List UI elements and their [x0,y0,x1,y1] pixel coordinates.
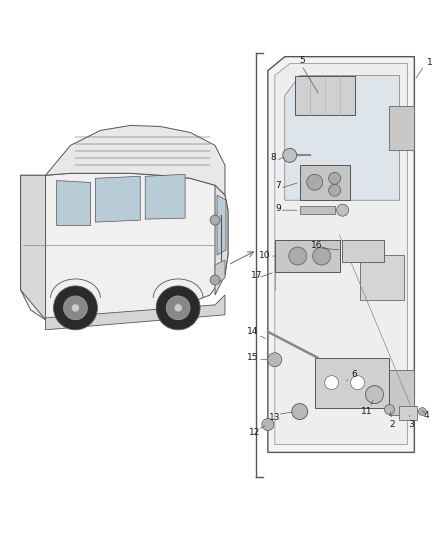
Text: 16: 16 [311,240,322,249]
Circle shape [210,215,220,225]
Polygon shape [275,240,339,272]
Circle shape [337,204,349,216]
Polygon shape [275,63,407,445]
Text: 6: 6 [352,370,357,379]
Circle shape [156,286,200,330]
Polygon shape [314,358,389,408]
Text: 11: 11 [361,407,372,416]
Text: 7: 7 [275,181,281,190]
Polygon shape [217,195,226,255]
Polygon shape [389,370,414,415]
Polygon shape [389,106,414,150]
Circle shape [313,247,331,265]
Text: 1: 1 [427,58,432,67]
Circle shape [53,286,97,330]
Circle shape [418,408,426,416]
Circle shape [71,304,79,312]
Circle shape [174,304,182,312]
Text: 2: 2 [390,420,395,429]
Text: 13: 13 [269,413,281,422]
Circle shape [262,418,274,431]
Text: 3: 3 [409,420,414,429]
Circle shape [328,184,341,196]
Circle shape [307,174,323,190]
Text: 5: 5 [299,56,304,65]
Text: 9: 9 [275,204,281,213]
Text: 10: 10 [259,251,271,260]
Circle shape [210,275,220,285]
Circle shape [64,296,88,320]
Circle shape [283,148,297,163]
Polygon shape [56,180,90,225]
Text: 14: 14 [247,327,258,336]
Polygon shape [285,76,399,200]
Circle shape [325,376,339,390]
Polygon shape [399,406,417,419]
Circle shape [289,247,307,265]
Text: 15: 15 [247,353,259,362]
Polygon shape [46,295,225,330]
Polygon shape [215,185,228,295]
Text: 4: 4 [424,411,429,420]
Polygon shape [300,206,335,214]
Polygon shape [268,56,414,453]
Polygon shape [215,260,225,285]
Text: 8: 8 [270,153,276,162]
Circle shape [328,172,341,184]
Text: 12: 12 [249,428,261,437]
Polygon shape [342,240,385,262]
Polygon shape [295,76,355,116]
Polygon shape [145,174,185,219]
Circle shape [292,403,308,419]
Polygon shape [300,165,350,200]
Polygon shape [46,125,225,195]
Circle shape [166,296,190,320]
Circle shape [350,376,364,390]
Text: 17: 17 [251,271,263,280]
Polygon shape [21,173,228,325]
Circle shape [366,385,384,403]
Polygon shape [95,176,140,222]
Polygon shape [360,255,404,300]
Polygon shape [21,175,46,320]
Circle shape [385,405,395,415]
Circle shape [268,353,282,367]
